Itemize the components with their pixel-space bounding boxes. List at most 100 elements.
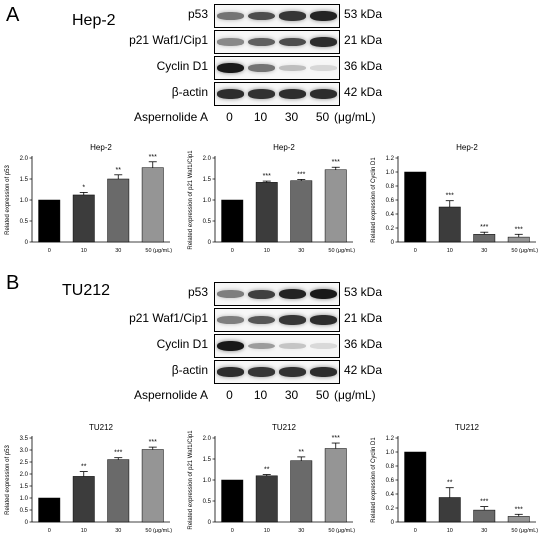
blot-band bbox=[310, 315, 337, 325]
significance-marker: *** bbox=[149, 154, 157, 161]
bar bbox=[107, 178, 130, 243]
bar bbox=[72, 476, 95, 523]
blot-band bbox=[279, 89, 306, 99]
x-tick-label: 30 bbox=[481, 528, 487, 534]
significance-marker: *** bbox=[332, 159, 340, 166]
kda-label: 53 kDa bbox=[344, 285, 383, 299]
bar-chart-hep2-p21: Hep-2 Related expression of p21 Waf1/Cip1… bbox=[188, 143, 355, 254]
blot-band bbox=[217, 341, 244, 351]
y-tick-label: 0.5 bbox=[20, 219, 29, 225]
x-tick-label: 50 (μg/mL) bbox=[145, 528, 172, 534]
y-tick-label: 0.4 bbox=[386, 212, 395, 218]
treatment-label: Aspernolide A bbox=[133, 388, 208, 402]
kda-label: 36 kDa bbox=[344, 337, 383, 351]
bar bbox=[38, 497, 61, 523]
significance-marker: *** bbox=[263, 173, 271, 180]
y-tick-label: 0.6 bbox=[386, 198, 395, 204]
bar bbox=[290, 180, 313, 243]
bar-chart-hep2-p53: Hep-2 Related expression of p53 0 0.5 1.0 1.5… bbox=[5, 143, 172, 254]
bar bbox=[141, 167, 164, 243]
bar bbox=[255, 475, 278, 523]
bar bbox=[221, 199, 244, 243]
x-tick-label: 50 (μg/mL) bbox=[328, 248, 355, 254]
blot-strip bbox=[214, 56, 340, 80]
y-tick-label: 1.5 bbox=[203, 177, 212, 183]
x-tick-label: 50 (μg/mL) bbox=[328, 528, 355, 534]
y-tick-label: 1.0 bbox=[203, 198, 212, 204]
y-tick-label: 2.0 bbox=[20, 156, 29, 162]
unit-label: (μg/mL) bbox=[334, 110, 376, 124]
x-tick-label: 10 bbox=[447, 248, 453, 254]
x-tick-label: 30 bbox=[481, 248, 487, 254]
significance-marker: ** bbox=[299, 449, 305, 456]
kda-label: 36 kDa bbox=[344, 59, 383, 73]
y-tick-label: 0 bbox=[208, 520, 212, 526]
x-tick-label: 0 bbox=[48, 248, 51, 254]
x-tick-label: 10 bbox=[264, 248, 270, 254]
blot-band bbox=[279, 315, 306, 325]
y-tick-label: 0.5 bbox=[20, 508, 29, 514]
y-tick-label: 1.5 bbox=[20, 177, 29, 183]
blot-band bbox=[248, 367, 275, 377]
y-axis-label: Related expression of p21 Waf1/Cip1 bbox=[188, 430, 194, 530]
dose-label: 0 bbox=[226, 110, 233, 124]
bar bbox=[72, 194, 95, 243]
y-tick-label: 3.0 bbox=[20, 448, 29, 454]
blot-band bbox=[217, 63, 244, 73]
blot-band bbox=[310, 289, 337, 299]
dose-label: 10 bbox=[253, 110, 268, 124]
bar bbox=[507, 236, 530, 243]
protein-label: p53 bbox=[187, 285, 208, 299]
blot-band bbox=[310, 11, 337, 21]
protein-label: β-actin bbox=[171, 85, 208, 99]
significance-marker: *** bbox=[332, 435, 340, 442]
y-tick-label: 1.2 bbox=[386, 436, 395, 442]
y-tick-label: 1.0 bbox=[203, 478, 212, 484]
y-tick-label: 0.5 bbox=[203, 219, 212, 225]
bar-chart-tu212-cyclin-d1: TU212 Related expression of Cyclin D1 0 0.2… bbox=[371, 423, 538, 534]
chart-title: Hep-2 bbox=[456, 143, 478, 152]
y-tick-label: 0.4 bbox=[386, 492, 395, 498]
dose-label: 10 bbox=[253, 388, 268, 402]
y-tick-label: 1.5 bbox=[203, 457, 212, 463]
blot-strip bbox=[214, 308, 340, 332]
blot-band bbox=[310, 89, 337, 99]
x-tick-label: 50 (μg/mL) bbox=[511, 248, 538, 254]
y-tick-label: 1.0 bbox=[20, 198, 29, 204]
blot-band bbox=[248, 89, 275, 99]
blot-band bbox=[310, 65, 337, 71]
y-tick-label: 0.8 bbox=[386, 464, 395, 470]
significance-marker: *** bbox=[480, 224, 488, 231]
y-tick-label: 1.5 bbox=[20, 484, 29, 490]
y-tick-label: 0.6 bbox=[386, 478, 395, 484]
bar bbox=[438, 206, 461, 243]
y-tick-label: 2.0 bbox=[203, 436, 212, 442]
y-tick-label: 1.0 bbox=[386, 170, 395, 176]
significance-marker: ** bbox=[81, 464, 87, 471]
y-axis-label: Related expression of Cyclin D1 bbox=[371, 437, 377, 523]
blot-band bbox=[217, 89, 244, 99]
y-tick-label: 0.2 bbox=[386, 226, 395, 232]
panel-letter: A bbox=[6, 4, 20, 26]
chart-title: Hep-2 bbox=[90, 143, 112, 152]
y-tick-label: 0.8 bbox=[386, 184, 395, 190]
x-tick-label: 30 bbox=[115, 528, 121, 534]
x-tick-label: 0 bbox=[231, 248, 234, 254]
blot-band bbox=[279, 343, 306, 349]
blot-band bbox=[217, 12, 244, 20]
y-tick-label: 1.2 bbox=[386, 156, 395, 162]
y-tick-label: 0 bbox=[391, 240, 395, 246]
protein-label: β-actin bbox=[171, 363, 208, 377]
x-tick-label: 0 bbox=[231, 528, 234, 534]
significance-marker: *** bbox=[297, 171, 305, 178]
chart-title: TU212 bbox=[455, 423, 480, 432]
y-axis-label: Related expression of p53 bbox=[5, 164, 11, 234]
blot-band bbox=[217, 316, 244, 324]
protein-label: Cyclin D1 bbox=[156, 337, 208, 351]
bar bbox=[107, 459, 130, 523]
treatment-label: Aspernolide A bbox=[133, 110, 208, 124]
bar bbox=[438, 497, 461, 523]
significance-marker: ** bbox=[447, 480, 453, 487]
blot-band bbox=[248, 315, 275, 325]
blot-band bbox=[248, 11, 275, 21]
